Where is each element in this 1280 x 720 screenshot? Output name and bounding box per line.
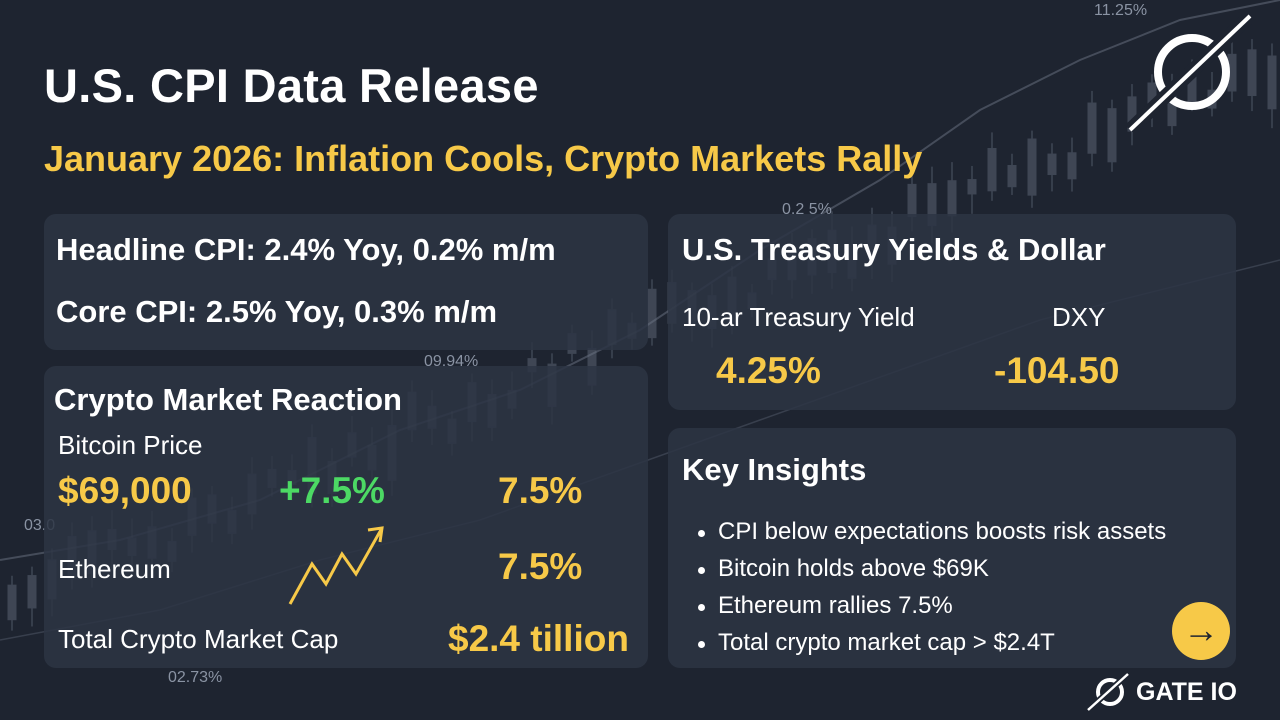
arrow-right-icon[interactable]: → bbox=[1172, 602, 1230, 660]
bitcoin-label: Bitcoin Price bbox=[58, 430, 203, 460]
bg-candle-body bbox=[907, 183, 917, 218]
insight-item: Bitcoin holds above $69K bbox=[696, 553, 1166, 590]
bitcoin-change-alt: 7.5% bbox=[498, 470, 583, 511]
page-title: U.S. CPI Data Release bbox=[44, 59, 539, 112]
bg-candle-body bbox=[1087, 102, 1097, 154]
bg-candle-body bbox=[1267, 55, 1277, 110]
bg-candle-body bbox=[947, 180, 957, 217]
insight-item: Ethereum rallies 7.5% bbox=[696, 590, 1166, 627]
bg-candle-body bbox=[647, 288, 657, 339]
trend-up-arrow-icon bbox=[288, 526, 384, 605]
bg-candle-body bbox=[27, 575, 37, 609]
market-cap-value: $2.4 tillion bbox=[448, 618, 629, 659]
bg-candle-body bbox=[1007, 165, 1017, 188]
bg-label: 11.25% bbox=[1094, 2, 1147, 19]
treasury-value: 4.25% bbox=[716, 350, 821, 391]
ethereum-label: Ethereum bbox=[58, 554, 171, 584]
yields-panel-title: U.S. Treasury Yields & Dollar bbox=[682, 232, 1106, 267]
bg-candle-body bbox=[1067, 152, 1077, 180]
bg-candle-body bbox=[987, 148, 997, 192]
core-cpi: Core CPI: 2.5% Yoy, 0.3% m/m bbox=[56, 294, 498, 329]
yields-panel: U.S. Treasury Yields & Dollar 10-ar Trea… bbox=[668, 214, 1236, 410]
bg-candle-body bbox=[1047, 153, 1057, 176]
gate-logo-icon bbox=[1126, 14, 1252, 132]
bg-label: 02.73% bbox=[168, 669, 222, 686]
dxy-label: DXY bbox=[1052, 302, 1106, 332]
gate-logo-icon bbox=[1086, 672, 1130, 712]
bg-candle-body bbox=[7, 584, 17, 621]
bg-candle-body bbox=[1107, 108, 1117, 163]
page-subtitle: January 2026: Inflation Cools, Crypto Ma… bbox=[44, 138, 923, 179]
dxy-value: -104.50 bbox=[994, 350, 1120, 391]
bitcoin-change: +7.5% bbox=[279, 470, 385, 511]
bg-candle-body bbox=[967, 179, 977, 195]
insight-item: CPI below expectations boosts risk asset… bbox=[696, 516, 1166, 553]
insights-panel-title: Key Insights bbox=[682, 452, 867, 487]
insight-item: Total crypto market cap > $2.4T bbox=[696, 627, 1166, 664]
cpi-panel: Headline CPI: 2.4% Yoy, 0.2% m/m Core CP… bbox=[44, 214, 648, 350]
bitcoin-price: $69,000 bbox=[58, 470, 192, 511]
brand-name: GATE IO bbox=[1136, 678, 1237, 706]
crypto-panel: Crypto Market Reaction Bitcoin Price $69… bbox=[44, 366, 648, 668]
insights-list: CPI below expectations boosts risk asset… bbox=[696, 516, 1166, 664]
bg-candle-body bbox=[1247, 49, 1257, 97]
market-cap-label: Total Crypto Market Cap bbox=[58, 624, 339, 654]
bg-label: 09.94% bbox=[424, 353, 478, 370]
treasury-label: 10-ar Treasury Yield bbox=[682, 302, 915, 332]
insights-panel: Key Insights CPI below expectations boos… bbox=[668, 428, 1236, 668]
bg-label: 0.2 5% bbox=[782, 201, 832, 218]
ethereum-change: 7.5% bbox=[498, 546, 583, 587]
crypto-panel-title: Crypto Market Reaction bbox=[54, 382, 402, 417]
bg-candle-body bbox=[1027, 138, 1037, 196]
headline-cpi: Headline CPI: 2.4% Yoy, 0.2% m/m bbox=[56, 232, 556, 267]
